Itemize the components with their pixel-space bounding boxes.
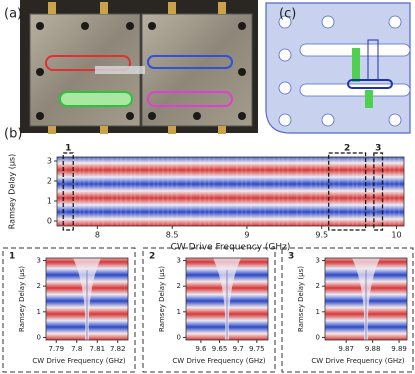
y-axis-label: Ramsey Delay (μs): [297, 266, 305, 332]
x-tick-label: 9.88: [365, 345, 381, 353]
y-tick-label: 0: [37, 333, 41, 341]
y-tick-label: 1: [37, 308, 41, 316]
y-tick-label: 3: [37, 257, 41, 265]
x-tick-label: 7.81: [89, 345, 105, 353]
y-tick-label: 2: [37, 282, 41, 290]
x-tick-label: 9: [244, 231, 249, 240]
y-tick-label: 3: [47, 157, 52, 166]
y-axis-label: Ramsey Delay (μs): [8, 154, 17, 229]
highlight-box: [328, 152, 367, 231]
y-tick-label: 2: [47, 177, 52, 186]
x-axis-label: CW Drive Frequency (GHz): [311, 357, 404, 365]
x-tick-label: 7.8: [71, 345, 82, 353]
x-tick-label: 9.87: [338, 345, 354, 353]
y-tick-label: 1: [47, 197, 52, 206]
y-tick-label: 1: [316, 308, 320, 316]
plot-frame: [56, 156, 405, 227]
x-tick-label: 7.82: [110, 345, 126, 353]
x-axis-label: CW Drive Frequency (GHz): [172, 357, 265, 365]
x-tick-label: 9.6: [195, 345, 207, 353]
x-tick-label: 9.89: [391, 345, 407, 353]
photo-a: [20, 0, 258, 134]
highlight-label: 3: [375, 144, 381, 154]
x-tick-label: 10: [391, 231, 401, 240]
x-tick-label: 8.5: [166, 231, 179, 240]
inset-frame: [281, 247, 414, 373]
heatmap: [57, 157, 404, 226]
diagram-c: [265, 2, 411, 134]
panel-label: (c): [279, 7, 296, 22]
highlight-box: [373, 152, 384, 231]
y-tick-label: 2: [177, 282, 181, 290]
x-tick-label: 9.7: [233, 345, 244, 353]
x-axis-label: CW Drive Frequency (GHz): [32, 357, 125, 365]
x-tick-label: 9.75: [249, 345, 265, 353]
plot-frame: [45, 257, 129, 341]
inset-label: 2: [149, 252, 155, 262]
x-tick-label: 9.5: [315, 231, 328, 240]
x-tick-label: 7.79: [48, 345, 64, 353]
y-tick-label: 1: [177, 308, 181, 316]
inset-frame: [142, 247, 276, 373]
panel-label: (a): [4, 7, 22, 22]
highlight-label: 1: [65, 144, 71, 154]
x-tick-label: 9.65: [212, 345, 228, 353]
y-tick-label: 3: [177, 257, 181, 265]
highlight-label: 2: [344, 144, 350, 154]
x-axis-label: CW Drive Frequency (GHz): [171, 243, 291, 253]
y-tick-label: 2: [316, 282, 320, 290]
inset-label: 3: [288, 252, 294, 262]
y-tick-label: 3: [316, 257, 320, 265]
y-tick-label: 0: [47, 217, 52, 226]
y-tick-label: 0: [177, 333, 181, 341]
highlight-box: [62, 152, 74, 231]
inset-frame: [2, 247, 136, 373]
y-axis-label: Ramsey Delay (μs): [18, 266, 26, 332]
y-axis-label: Ramsey Delay (μs): [158, 266, 166, 332]
x-tick-label: 8: [95, 231, 100, 240]
plot-frame: [185, 257, 269, 341]
y-tick-label: 0: [316, 333, 320, 341]
inset-label: 1: [9, 252, 15, 262]
panel-label: (b): [4, 127, 22, 142]
plot-frame: [324, 257, 408, 341]
